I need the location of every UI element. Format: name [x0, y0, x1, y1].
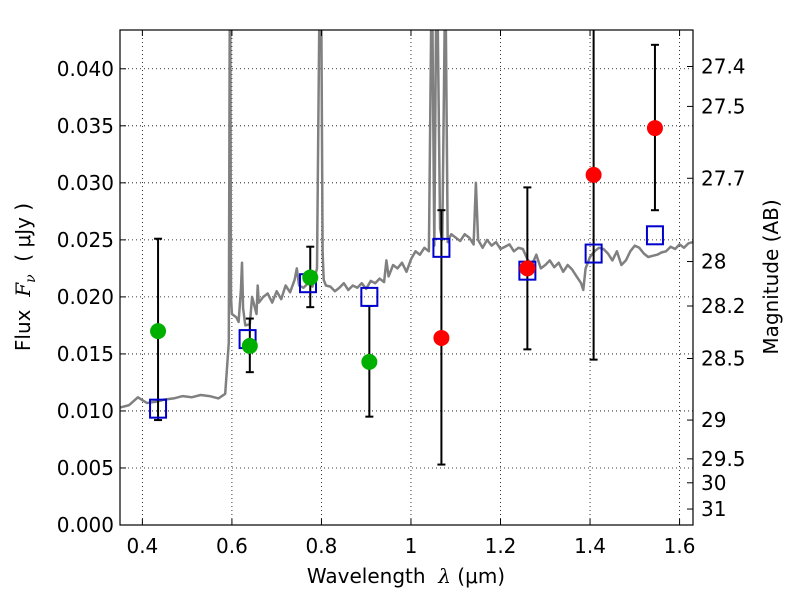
red-point — [433, 329, 450, 346]
right-tick-label: 31 — [701, 497, 726, 521]
right-tick-label: 27.7 — [701, 166, 746, 190]
green-point — [361, 353, 378, 370]
y-tick-label: 0.005 — [57, 456, 114, 480]
right-tick-label: 30 — [701, 471, 726, 495]
x-tick-label: 0.4 — [126, 534, 158, 558]
error-bar — [589, 30, 598, 361]
green-point — [241, 337, 258, 354]
y-tick-label: 0.030 — [57, 171, 114, 195]
right-tick-label: 27.4 — [701, 54, 746, 78]
red-point — [646, 120, 663, 137]
y-tick-label: 0.010 — [57, 399, 114, 423]
right-tick-label: 28.5 — [701, 346, 746, 370]
green-point — [302, 269, 319, 286]
x-tick-label: 1.2 — [485, 534, 517, 558]
plot-frame — [119, 29, 694, 526]
right-axis-title: Magnitude (AB) — [759, 199, 783, 354]
right-tick-label: 27.5 — [701, 94, 746, 118]
red-point — [585, 166, 602, 183]
blue-square-point — [584, 243, 603, 264]
red-point — [519, 260, 536, 277]
x-axis-title: Wavelength λ (μm) — [307, 564, 505, 588]
right-tick-label: 28 — [701, 250, 726, 274]
grid — [120, 30, 693, 526]
axis-ticks: 0.4 0.6 0.8 1 1.2 1.4 1.6 0.000 0.005 0.010 0.015 0… — [57, 30, 746, 558]
green-point — [150, 323, 167, 340]
blue-square-point — [360, 286, 379, 307]
right-tick-label: 29.5 — [701, 447, 746, 471]
blue-square-point — [645, 225, 664, 246]
y-tick-label: 0.015 — [57, 342, 114, 366]
y-axis-title: Flux Fν ( μJy ) — [11, 203, 39, 351]
y-tick-label: 0.035 — [57, 114, 114, 138]
x-tick-label: 0.6 — [216, 534, 248, 558]
x-tick-label: 1 — [405, 534, 418, 558]
x-tick-label: 1.6 — [664, 534, 696, 558]
blue-square-point — [149, 398, 168, 419]
plot-area — [120, 30, 693, 466]
model-spectrum-line — [120, 30, 693, 409]
blue-square-point — [432, 237, 451, 258]
right-tick-label: 29 — [701, 408, 726, 432]
x-tick-label: 1.4 — [574, 534, 606, 558]
y-tick-label: 0.020 — [57, 285, 114, 309]
y-tick-label: 0.040 — [57, 57, 114, 81]
y-tick-label: 0.000 — [57, 513, 114, 537]
x-tick-label: 0.8 — [306, 534, 338, 558]
right-tick-label: 28.2 — [701, 294, 746, 318]
y-tick-label: 0.025 — [57, 228, 114, 252]
